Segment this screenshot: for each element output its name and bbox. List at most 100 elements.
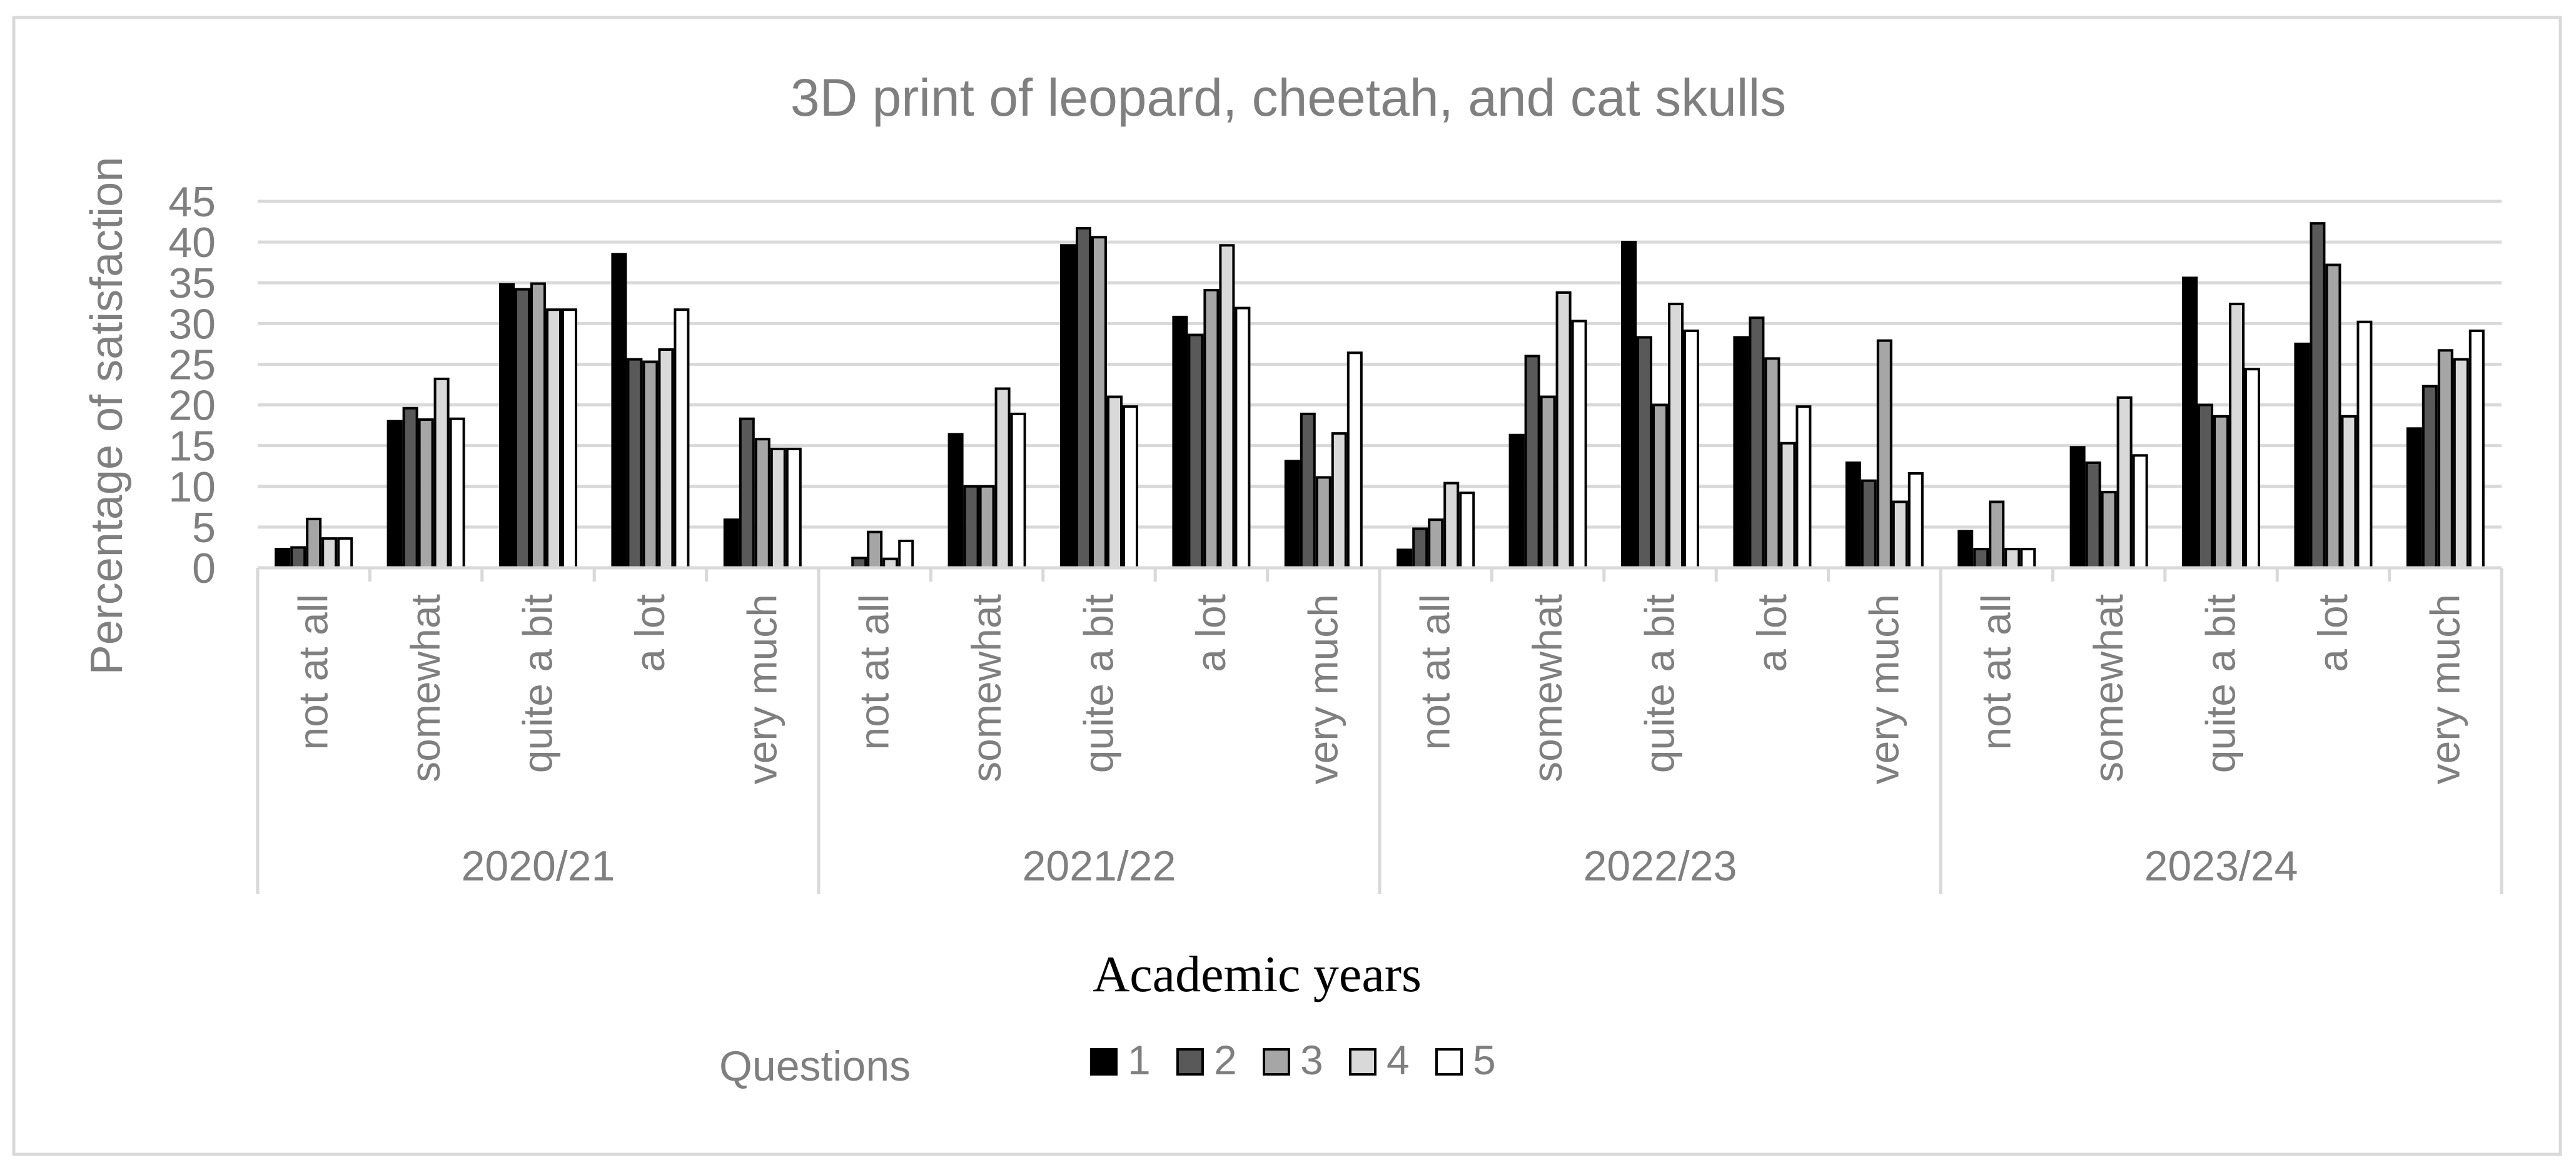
legend-label: 2	[1214, 1037, 1237, 1083]
bar-q1-2021-22-a-lot	[1172, 315, 1188, 569]
group-label: 2023/24	[2144, 842, 2298, 890]
bar-q3-2020-21-quite-a-bit	[530, 282, 546, 569]
bar-q4-2021-22-a-lot	[1219, 244, 1235, 569]
bar-q1-2021-22-somewhat	[947, 433, 964, 569]
legend-swatch-2	[1176, 1048, 1204, 1076]
category-label: very much	[1300, 594, 1346, 784]
bar-q4-2022-23-very-much	[1892, 500, 1908, 570]
group-label: 2022/23	[1583, 842, 1737, 890]
bar-q2-2021-22-quite-a-bit	[1076, 226, 1091, 569]
legend-label: 5	[1473, 1037, 1496, 1083]
bar-q5-2020-21-a-lot	[674, 308, 690, 569]
bar-q5-2021-22-somewhat	[1010, 412, 1026, 569]
bar-q1-2022-23-not-at-all	[1397, 548, 1413, 570]
bar-q3-2022-23-a-lot	[1764, 357, 1780, 570]
bar-q3-2020-21-very-much	[754, 438, 770, 570]
category-label: very much	[2422, 594, 2468, 784]
bar-q1-2022-23-a-lot	[1733, 336, 1749, 570]
bar-q5-2021-22-quite-a-bit	[1123, 405, 1138, 569]
bar-q4-2022-23-not-at-all	[1443, 482, 1460, 570]
category-label: quite a bit	[2198, 594, 2244, 773]
bar-q1-2021-22-very-much	[1284, 460, 1300, 569]
bar-q2-2020-21-very-much	[739, 417, 755, 570]
legend-swatch-5	[1435, 1048, 1463, 1076]
bar-q2-2022-23-a-lot	[1749, 316, 1765, 569]
category-label: a lot	[627, 594, 673, 672]
category-label: a lot	[1188, 594, 1234, 672]
bar-q3-2023-24-somewhat	[2101, 490, 2117, 569]
legend-swatch-3	[1263, 1048, 1290, 1076]
category-label: somewhat	[402, 594, 448, 782]
category-label: somewhat	[963, 594, 1009, 782]
bar-q5-2021-22-very-much	[1346, 351, 1363, 569]
bar-q1-2023-24-somewhat	[2069, 446, 2086, 569]
bar-q2-2020-21-not-at-all	[290, 546, 306, 570]
bar-q3-2022-23-somewhat	[1540, 395, 1556, 569]
legend: 1 2 3 4 5	[1090, 1037, 1496, 1083]
x-axis-label: Academic years	[1093, 946, 1422, 1002]
bar-q3-2020-21-not-at-all	[306, 517, 322, 569]
bar-q3-2022-23-not-at-all	[1428, 518, 1444, 569]
bar-q3-2021-22-very-much	[1315, 476, 1331, 569]
bar-q3-2022-23-very-much	[1876, 339, 1892, 569]
bar-q2-2021-22-very-much	[1300, 412, 1316, 569]
bar-q1-2020-21-a-lot	[611, 253, 627, 569]
bar-q4-2023-24-a-lot	[2341, 415, 2357, 570]
bar-q3-2021-22-somewhat	[979, 485, 995, 569]
bar-q5-2023-24-somewhat	[2132, 454, 2148, 569]
bar-q1-2023-24-a-lot	[2294, 342, 2310, 570]
bar-q3-2022-23-quite-a-bit	[1652, 403, 1668, 569]
bar-q1-2022-23-somewhat	[1508, 433, 1525, 570]
bar-q3-2021-22-a-lot	[1203, 288, 1220, 569]
y-tick-label: 35	[168, 260, 216, 307]
category-label: a lot	[2310, 594, 2356, 672]
bar-q5-2023-24-not-at-all	[2020, 548, 2036, 569]
bar-q3-2021-22-not-at-all	[867, 530, 883, 569]
bar-q4-2022-23-a-lot	[1780, 441, 1796, 570]
bar-q5-2020-21-somewhat	[449, 417, 465, 570]
category-label: not at all	[1412, 594, 1458, 750]
bar-q2-2022-23-not-at-all	[1412, 527, 1428, 570]
legend-label: 4	[1386, 1037, 1410, 1083]
bar-q1-2022-23-quite-a-bit	[1621, 241, 1637, 570]
bar-q5-2021-22-not-at-all	[898, 540, 914, 570]
bar-q5-2022-23-not-at-all	[1459, 492, 1475, 569]
y-axis-label: Percentage of satisfaction	[82, 157, 132, 675]
y-tick-label: 25	[168, 341, 216, 388]
bar-q4-2021-22-quite-a-bit	[1107, 395, 1123, 569]
bar-q4-2022-23-somewhat	[1555, 291, 1572, 569]
category-label: not at all	[290, 594, 336, 750]
bar-q3-2023-24-very-much	[2437, 349, 2453, 569]
bar-q5-2022-23-very-much	[1907, 472, 1924, 569]
y-tick-label: 40	[168, 219, 216, 266]
y-tick-label: 5	[192, 504, 216, 552]
bar-q5-2023-24-a-lot	[2356, 320, 2373, 569]
bar-q1-2020-21-somewhat	[386, 420, 403, 569]
bar-q2-2020-21-somewhat	[402, 406, 418, 570]
bar-q1-2022-23-very-much	[1845, 461, 1861, 569]
bar-q4-2023-24-very-much	[2453, 358, 2469, 569]
bar-q2-2020-21-a-lot	[627, 358, 643, 569]
bar-q5-2020-21-quite-a-bit	[562, 308, 577, 569]
bar-q5-2020-21-very-much	[785, 447, 802, 569]
bar-q5-2020-21-not-at-all	[337, 537, 353, 569]
bar-q3-2021-22-quite-a-bit	[1091, 236, 1107, 569]
legend-title: Questions	[719, 1042, 911, 1090]
category-label: not at all	[1973, 594, 2019, 750]
y-tick-label: 20	[168, 382, 216, 430]
bar-q5-2023-24-quite-a-bit	[2245, 368, 2260, 569]
bar-q1-2020-21-very-much	[723, 518, 739, 569]
group-labels: 2020/21 2021/22 2022/23 2023/24	[462, 842, 2298, 890]
category-label: very much	[739, 594, 785, 784]
bar-q3-2023-24-not-at-all	[1989, 500, 2005, 570]
bar-q1-2023-24-quite-a-bit	[2182, 276, 2198, 569]
bar-q2-2023-24-quite-a-bit	[2198, 403, 2213, 569]
bar-q1-2021-22-quite-a-bit	[1060, 244, 1076, 569]
bar-q3-2020-21-a-lot	[642, 360, 659, 569]
legend-swatch-4	[1349, 1048, 1376, 1076]
category-label: quite a bit	[1637, 594, 1683, 773]
bar-q4-2020-21-very-much	[770, 447, 786, 569]
